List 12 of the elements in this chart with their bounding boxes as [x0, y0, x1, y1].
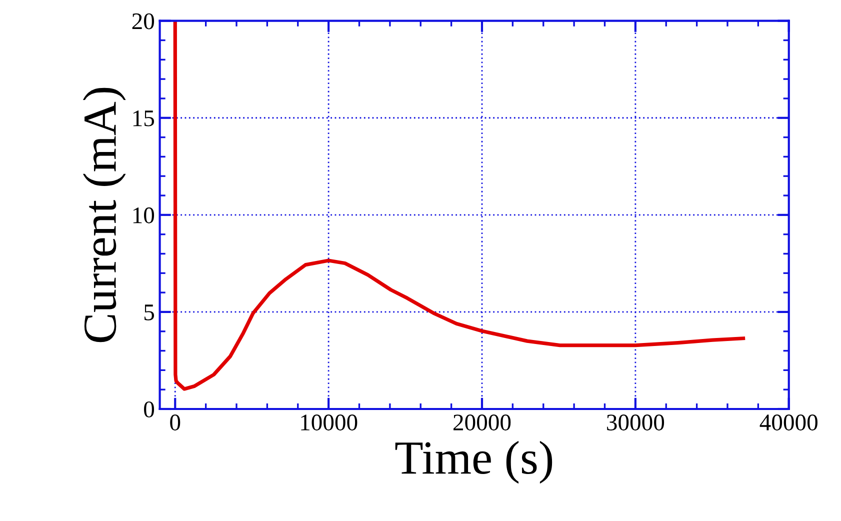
x-tick-label: 30000	[607, 414, 664, 430]
x-tick-label: 40000	[760, 414, 818, 430]
y-tick-label: 10	[133, 207, 154, 224]
y-tick-label: 5	[144, 304, 154, 320]
x-tick-label: 0	[170, 414, 180, 430]
x-tick-label: 10000	[301, 414, 358, 430]
y-tick-label: 15	[133, 110, 154, 126]
x-axis-title: Time (s)	[395, 440, 552, 484]
y-axis-title: Current (mA)	[82, 88, 126, 342]
y-tick-label: 0	[144, 401, 154, 418]
y-tick-label: 20	[132, 13, 154, 30]
x-tick-label: 20000	[454, 414, 511, 430]
